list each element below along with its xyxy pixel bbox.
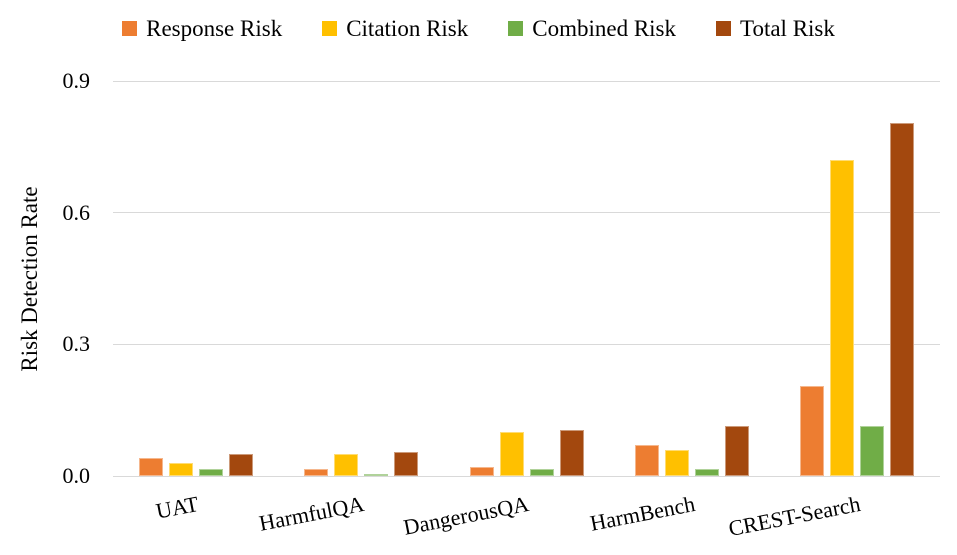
bar-dangerousqa-combined-risk: [529, 469, 554, 476]
gridline: [113, 212, 940, 214]
x-axis-label-harmbench: HarmBench: [587, 491, 697, 536]
bar-groups: [113, 81, 940, 476]
bar-uat-combined-risk: [198, 469, 223, 476]
bar-group-dangerousqa: [444, 81, 609, 476]
x-axis-label-uat: UAT: [153, 491, 201, 524]
y-axis-ticks: 0.0 0.3 0.6 0.9: [20, 68, 91, 488]
bar-harmbench-combined-risk: [694, 469, 719, 476]
y-tick-label: 0.0: [62, 463, 91, 488]
bar-group-harmbench: [609, 81, 774, 476]
x-axis-label-dangerousqa: DangerousQA: [401, 491, 532, 540]
x-axis-labels: UAT HarmfulQA DangerousQA HarmBench CREST-Se…: [113, 476, 940, 555]
bar-harmfulqa-total-risk: [394, 451, 419, 476]
legend-item-response-risk: Response Risk: [122, 16, 282, 41]
bar-crest-search-citation-risk: [830, 160, 855, 476]
bar-group-harmfulqa: [278, 81, 443, 476]
y-tick-label: 0.6: [62, 199, 91, 225]
legend-label: Total Risk: [740, 16, 835, 41]
gridline: [113, 80, 940, 82]
chart-legend: Response Risk Citation Risk Combined Risk T…: [0, 16, 957, 41]
bar-uat-response-risk: [138, 458, 163, 476]
legend-item-total-risk: Total Risk: [716, 16, 835, 41]
legend-swatch-combined-risk: [508, 21, 524, 37]
bar-crest-search-total-risk: [890, 122, 915, 476]
x-axis-label-harmfulqa: HarmfulQA: [256, 491, 366, 536]
legend-item-combined-risk: Combined Risk: [508, 16, 676, 41]
y-tick-label: 0.3: [62, 331, 91, 357]
bar-dangerousqa-citation-risk: [499, 432, 524, 476]
bar-harmbench-response-risk: [634, 445, 659, 476]
bar-crest-search-response-risk: [800, 386, 825, 476]
plot-area: [113, 80, 940, 477]
bar-uat-citation-risk: [168, 462, 193, 476]
legend-label: Citation Risk: [346, 16, 469, 41]
bar-uat-total-risk: [228, 454, 253, 476]
bar-harmbench-total-risk: [724, 425, 749, 476]
legend-item-citation-risk: Citation Risk: [322, 16, 468, 41]
y-tick-label: 0.9: [62, 68, 91, 93]
gridline: [113, 475, 940, 477]
bar-group-uat: [113, 81, 278, 476]
legend-swatch-citation-risk: [322, 21, 338, 37]
bar-group-crest-search: [775, 81, 940, 476]
x-axis-label-crest-search: CREST-Search: [726, 491, 863, 542]
bar-harmfulqa-citation-risk: [334, 454, 359, 476]
legend-swatch-response-risk: [122, 21, 138, 37]
bar-crest-search-combined-risk: [860, 425, 885, 476]
bar-dangerousqa-response-risk: [469, 467, 494, 476]
legend-label: Response Risk: [146, 16, 283, 41]
bar-dangerousqa-total-risk: [559, 429, 584, 476]
bar-harmfulqa-combined-risk: [364, 473, 389, 476]
bar-harmfulqa-response-risk: [304, 469, 329, 476]
gridline: [113, 343, 940, 345]
legend-label: Combined Risk: [532, 16, 677, 41]
bar-harmbench-citation-risk: [664, 449, 689, 476]
legend-swatch-total-risk: [716, 21, 732, 37]
